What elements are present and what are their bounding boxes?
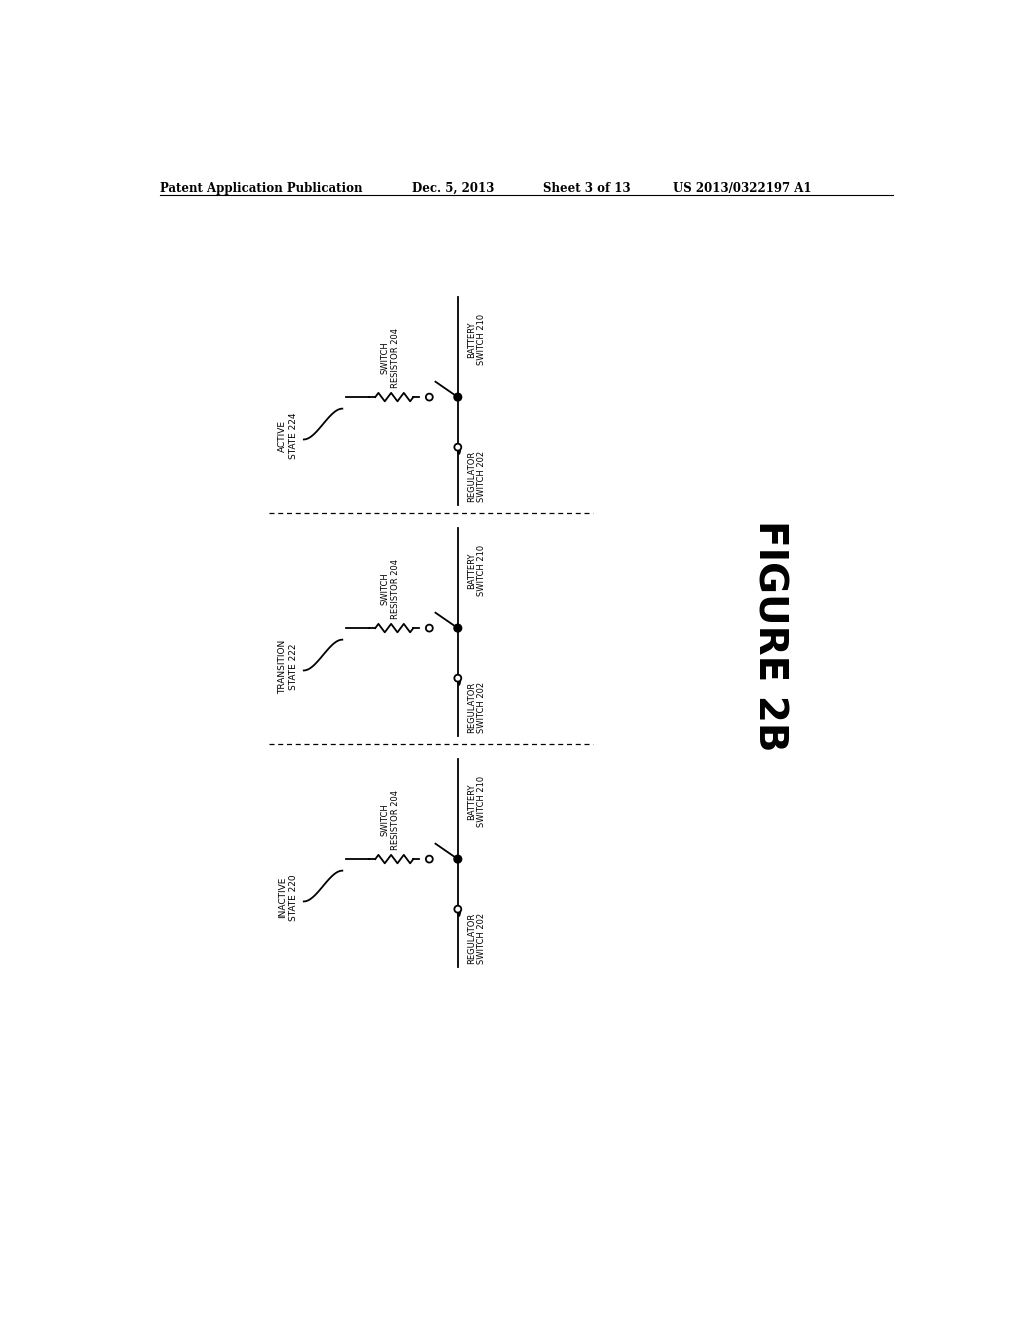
- Circle shape: [426, 624, 433, 631]
- Text: BATTERY
SWITCH 210: BATTERY SWITCH 210: [467, 314, 486, 364]
- Text: SWITCH
RESISTOR 204: SWITCH RESISTOR 204: [381, 789, 400, 850]
- Text: Dec. 5, 2013: Dec. 5, 2013: [412, 182, 494, 194]
- Text: REGULATOR
SWITCH 202: REGULATOR SWITCH 202: [467, 450, 486, 502]
- Text: INACTIVE
STATE 220: INACTIVE STATE 220: [279, 874, 298, 921]
- Text: SWITCH
RESISTOR 204: SWITCH RESISTOR 204: [381, 558, 400, 619]
- Text: Patent Application Publication: Patent Application Publication: [160, 182, 362, 194]
- Circle shape: [454, 624, 462, 632]
- Text: SWITCH
RESISTOR 204: SWITCH RESISTOR 204: [381, 327, 400, 388]
- Text: TRANSITION
STATE 222: TRANSITION STATE 222: [279, 639, 298, 694]
- Text: Sheet 3 of 13: Sheet 3 of 13: [543, 182, 630, 194]
- Circle shape: [454, 855, 462, 863]
- Circle shape: [426, 855, 433, 862]
- Circle shape: [426, 393, 433, 400]
- Text: FIGURE 2B: FIGURE 2B: [751, 520, 788, 751]
- Circle shape: [455, 444, 461, 450]
- Circle shape: [455, 675, 461, 681]
- Text: REGULATOR
SWITCH 202: REGULATOR SWITCH 202: [467, 681, 486, 733]
- Text: BATTERY
SWITCH 210: BATTERY SWITCH 210: [467, 545, 486, 595]
- Text: REGULATOR
SWITCH 202: REGULATOR SWITCH 202: [467, 912, 486, 964]
- Text: BATTERY
SWITCH 210: BATTERY SWITCH 210: [467, 776, 486, 826]
- Text: ACTIVE
STATE 224: ACTIVE STATE 224: [279, 412, 298, 459]
- Circle shape: [455, 906, 461, 912]
- Circle shape: [454, 393, 462, 401]
- Text: US 2013/0322197 A1: US 2013/0322197 A1: [674, 182, 812, 194]
